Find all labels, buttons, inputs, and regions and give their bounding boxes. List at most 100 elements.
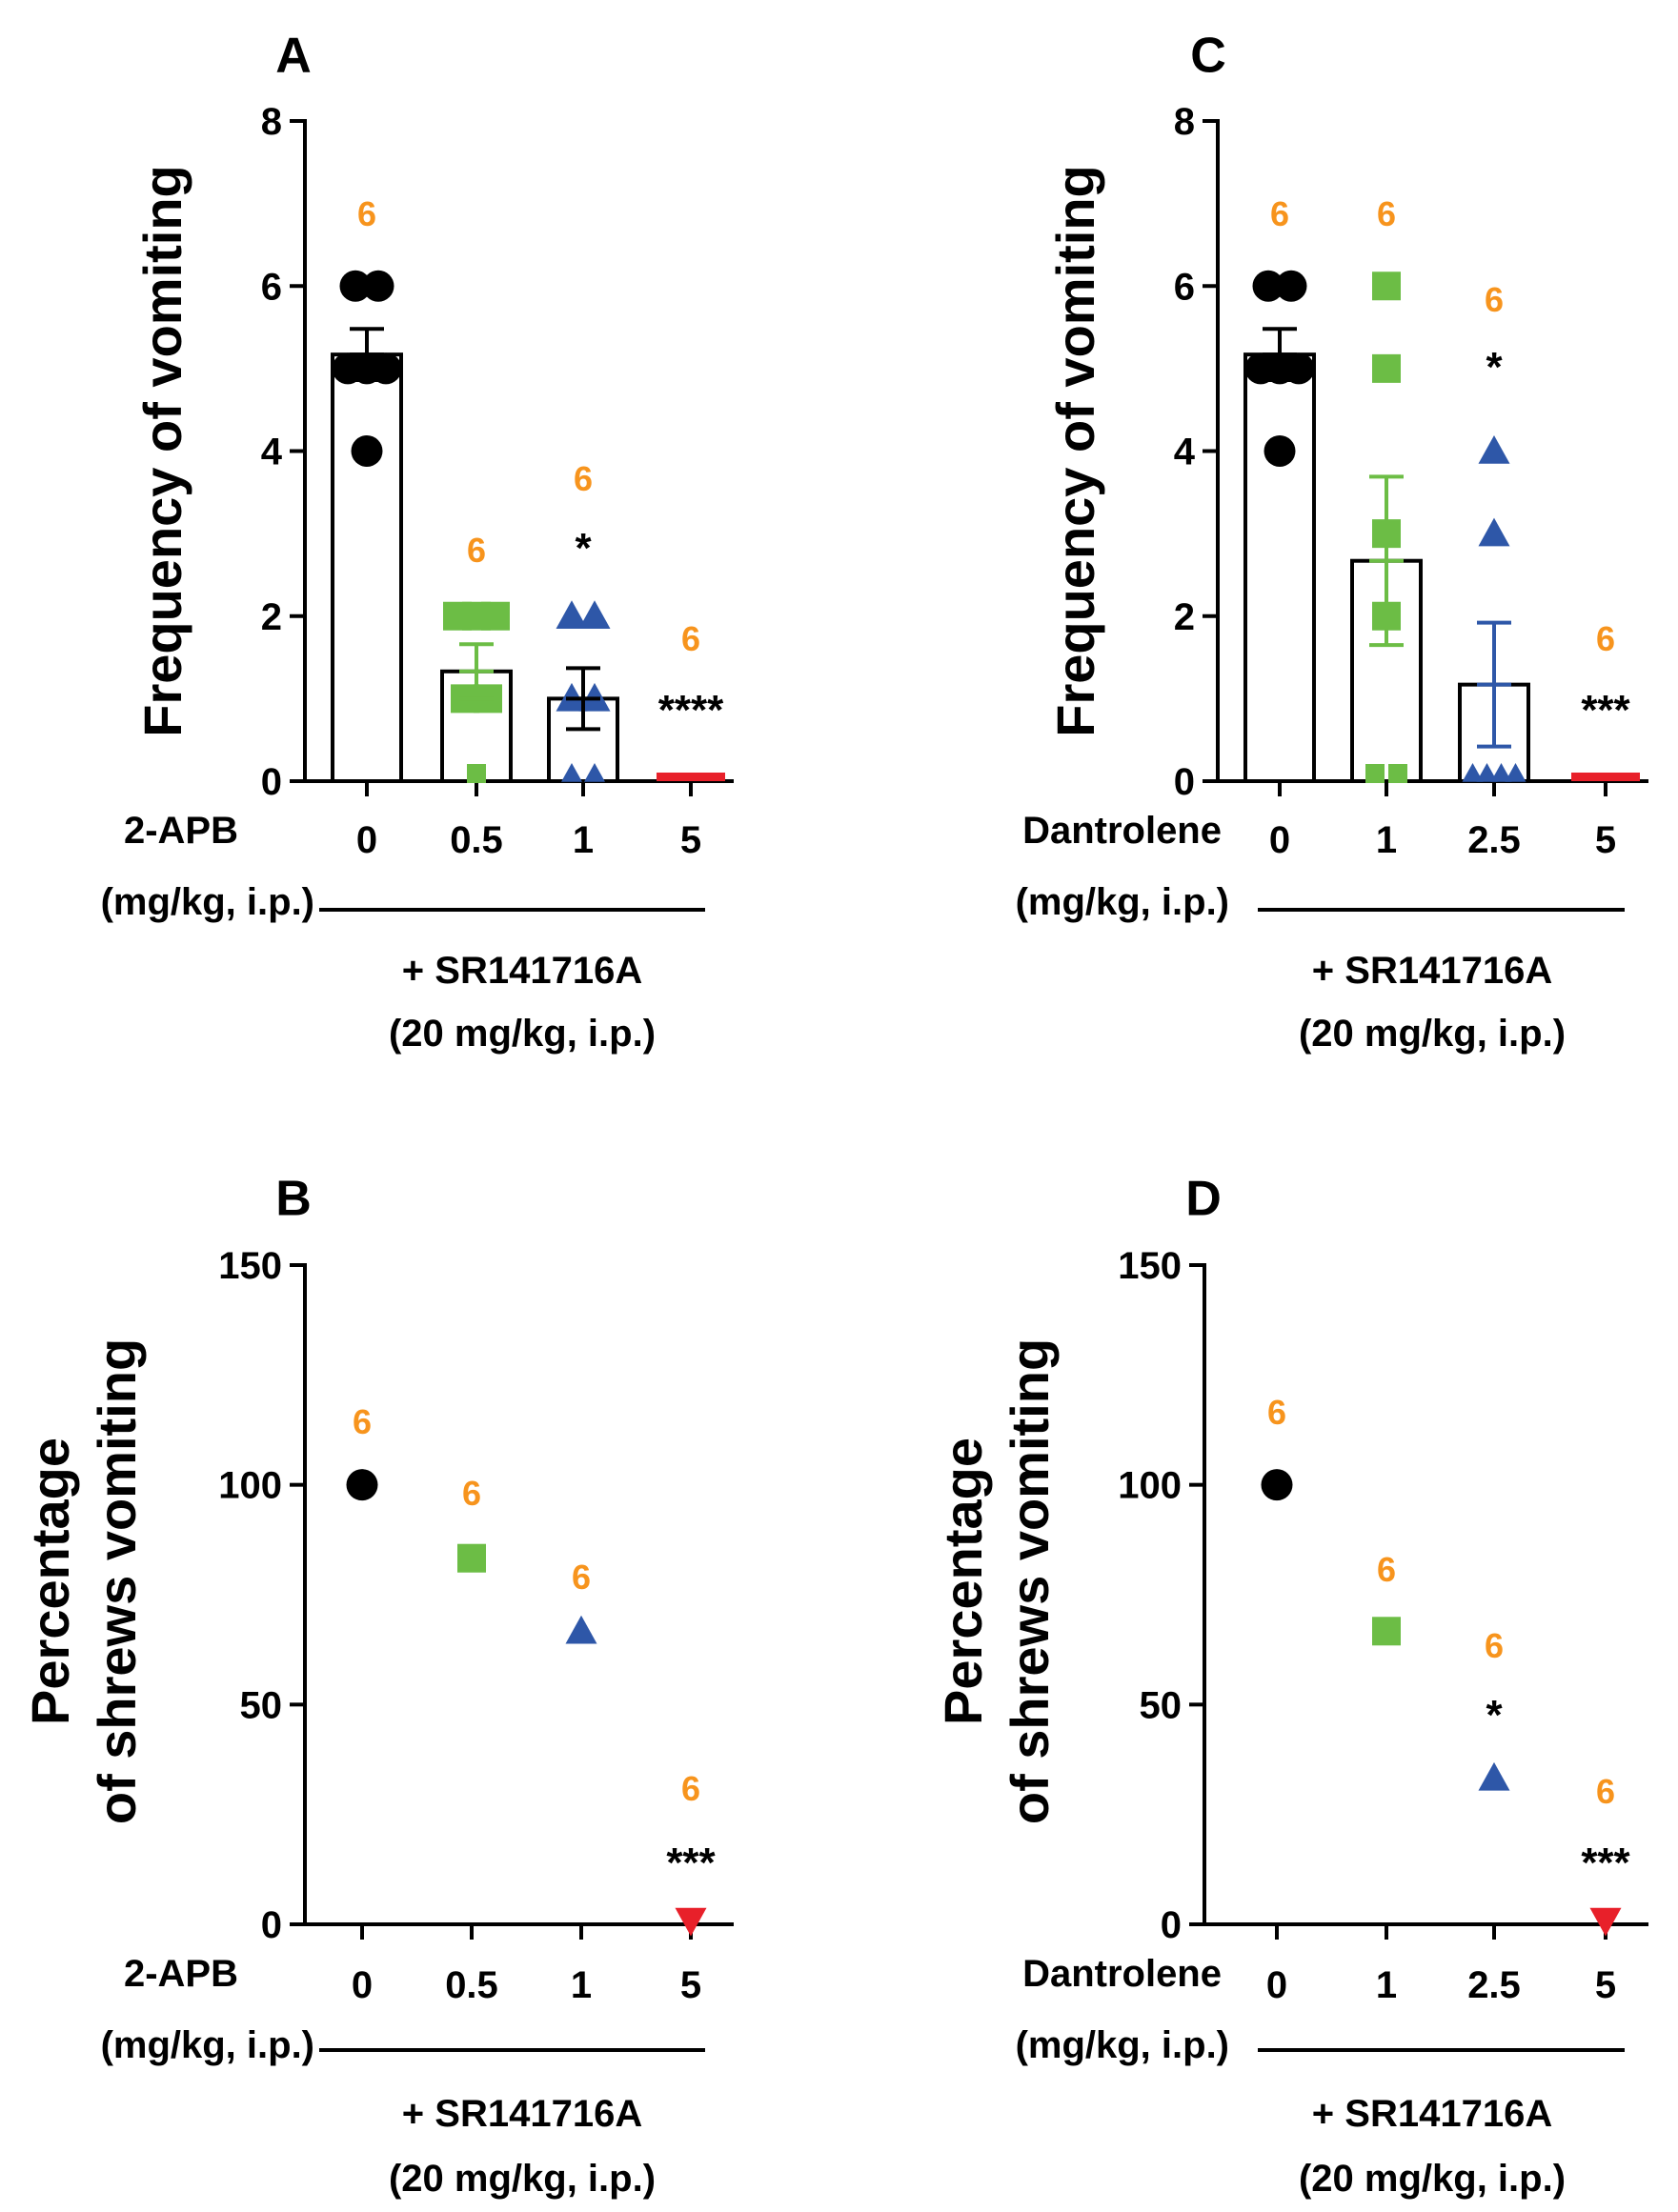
bar-group-1: [440, 601, 513, 784]
n-label: 6: [1485, 1626, 1504, 1665]
data-point: [457, 1543, 486, 1573]
footer-line-1: + SR141716A: [402, 950, 642, 992]
n-label: 6: [1377, 1550, 1396, 1589]
bar-zero: [1571, 773, 1640, 781]
significance-marker: *: [1486, 344, 1503, 391]
n-label: 6: [1267, 1393, 1286, 1432]
y-tick-label: 2: [1174, 596, 1195, 638]
data-point: [1372, 353, 1401, 383]
y-tick-label: 100: [218, 1465, 282, 1507]
drug-label: 2-APB: [124, 1953, 238, 1995]
x-tick-label: 0: [1269, 819, 1290, 861]
data-point: [481, 601, 510, 631]
x-tick-label: 1: [573, 819, 594, 861]
data-point: [1365, 764, 1385, 783]
y-tick-label: 100: [1118, 1465, 1182, 1507]
y-axis-label-line1: Percentage: [933, 1438, 993, 1725]
data-point: [339, 270, 372, 302]
data-point: [1490, 763, 1512, 782]
panel-letter: B: [275, 1172, 312, 1227]
y-tick-label: 8: [1174, 101, 1195, 143]
x-tick-label: 5: [1595, 819, 1616, 861]
data-point: [1252, 270, 1284, 302]
n-label: 6: [1596, 619, 1615, 658]
data-point: [1372, 1617, 1401, 1646]
n-label: 6: [572, 1558, 591, 1597]
x-tick-label: 5: [1595, 1964, 1616, 2006]
y-tick-label: 0: [261, 1904, 282, 1946]
data-point: [1589, 1907, 1622, 1937]
data-point: [351, 435, 383, 467]
bar-group-2: [1458, 435, 1530, 783]
y-axis-label: Frequency of vomiting: [1045, 165, 1105, 737]
data-point: [675, 1907, 707, 1937]
x-tick-label: 0: [356, 819, 377, 861]
n-label: 6: [467, 531, 486, 570]
bar-group-0: [331, 270, 403, 783]
data-point: [1264, 435, 1296, 467]
n-label: 6: [353, 1402, 372, 1441]
data-point: [1476, 763, 1498, 782]
x-tick-label: 5: [680, 1964, 701, 2006]
footer-line-1: + SR141716A: [1312, 950, 1552, 992]
significance-marker: *: [1486, 1692, 1503, 1739]
data-point: [1283, 352, 1315, 385]
y-tick-label: 4: [261, 432, 283, 473]
significance-marker: ***: [1581, 1840, 1630, 1886]
data-point: [1372, 271, 1401, 301]
y-tick-label: 50: [1140, 1684, 1183, 1726]
footer-line-1: + SR141716A: [402, 2093, 642, 2135]
n-label: 6: [462, 1474, 481, 1513]
bar-group-3: [1571, 773, 1640, 781]
bar-group-3: [657, 773, 725, 781]
y-tick-label: 50: [240, 1684, 283, 1726]
drug-label: Dantrolene: [1022, 1953, 1222, 1995]
n-label: 6: [574, 459, 593, 498]
n-label: 6: [1270, 194, 1289, 233]
y-tick-label: 150: [1118, 1245, 1182, 1287]
y-axis-label-line2: of shrews vomiting: [1000, 1338, 1060, 1824]
bar-group-2: [547, 600, 619, 783]
y-tick-label: 4: [1174, 432, 1196, 473]
bar-zero: [657, 773, 725, 781]
panel-letter: A: [275, 29, 312, 84]
data-point: [1478, 1761, 1510, 1791]
data-point: [578, 600, 611, 629]
x-tick-label: 5: [680, 819, 701, 861]
footer-line-2: (20 mg/kg, i.p.): [389, 2158, 656, 2200]
data-point: [467, 764, 486, 783]
data-point: [362, 270, 394, 302]
footer-line-2: (20 mg/kg, i.p.): [389, 1013, 656, 1055]
n-label: 6: [357, 194, 376, 233]
n-label: 6: [1377, 194, 1396, 233]
n-label: 6: [1596, 1772, 1615, 1811]
x-tick-label: 2.5: [1467, 1964, 1521, 2006]
dose-unit-label: (mg/kg, i.p.): [101, 881, 314, 923]
y-tick-label: 0: [1161, 1904, 1182, 1946]
significance-marker: ***: [1581, 687, 1630, 734]
data-point: [556, 600, 588, 629]
dose-unit-label: (mg/kg, i.p.): [1016, 881, 1229, 923]
data-point: [1388, 764, 1407, 783]
bar: [1243, 352, 1316, 783]
significance-marker: ***: [666, 1840, 716, 1886]
bar-group-0: [1243, 270, 1316, 783]
drug-label: Dantrolene: [1022, 810, 1222, 852]
n-label: 6: [681, 1769, 700, 1808]
x-tick-label: 0: [352, 1964, 373, 2006]
data-point: [565, 1615, 597, 1644]
data-point: [1478, 435, 1510, 464]
y-tick-label: 0: [1174, 761, 1195, 803]
data-point: [346, 1469, 378, 1501]
x-tick-label: 0.5: [450, 819, 503, 861]
bar: [331, 352, 403, 783]
drug-label: 2-APB: [124, 810, 238, 852]
panel-a: A 0 2 4 6 8 Frequency of vomiting 6 0 6 0.5 6 * 1 6 ***…: [101, 29, 734, 1055]
footer-line-2: (20 mg/kg, i.p.): [1299, 2158, 1566, 2200]
dose-unit-label: (mg/kg, i.p.): [101, 2024, 314, 2066]
footer-line-2: (20 mg/kg, i.p.): [1299, 1013, 1566, 1055]
data-point: [1478, 517, 1510, 547]
panel-c: C 0 2 4 6 8 Frequency of vomiting 6 0 6 1 6 * 2.5 6 ***…: [1016, 29, 1648, 1055]
